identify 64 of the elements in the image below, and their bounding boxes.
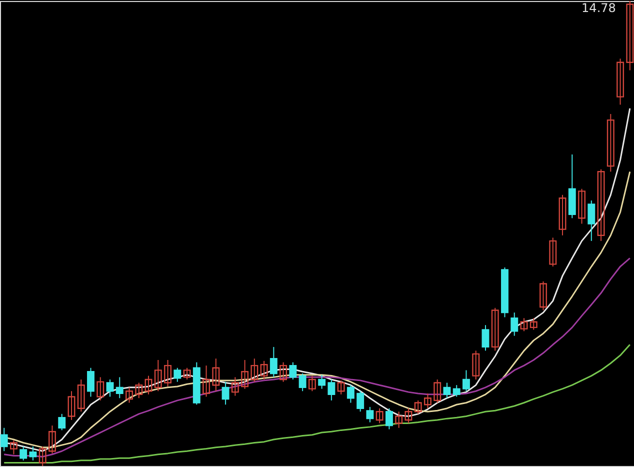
candlestick	[337, 380, 345, 395]
candlestick	[558, 194, 566, 236]
candlestick	[472, 350, 480, 380]
candlestick	[616, 58, 624, 106]
candlestick	[280, 362, 288, 382]
candlestick	[68, 390, 76, 420]
candlestick	[174, 367, 182, 382]
candlestick	[38, 446, 46, 466]
candlestick	[462, 370, 470, 392]
candlestick	[606, 113, 614, 172]
candlestick	[126, 386, 133, 404]
candlestick	[520, 318, 528, 332]
annotation: 14.78	[582, 1, 616, 15]
candlestick	[202, 365, 210, 398]
candlestick	[356, 390, 364, 412]
candlestick	[77, 379, 85, 412]
candlestick	[395, 411, 403, 428]
candlestick	[588, 200, 596, 242]
candlestick	[491, 307, 499, 352]
candlestick	[135, 382, 143, 399]
candlestick	[183, 367, 191, 380]
candlestick	[328, 379, 336, 401]
candlestick	[452, 384, 460, 398]
candlestick	[87, 367, 94, 398]
candlestick	[308, 375, 316, 392]
candlestick	[164, 359, 172, 387]
candlestick	[241, 359, 249, 390]
candlestick	[270, 346, 278, 378]
candlestick	[212, 358, 220, 392]
candlestick	[144, 375, 152, 395]
candlestick	[222, 381, 230, 406]
candlestick	[318, 374, 326, 390]
candlestick	[10, 440, 18, 455]
candlestick	[289, 362, 297, 380]
candlestick	[48, 425, 56, 454]
candlestick	[231, 376, 239, 396]
candlestick	[424, 392, 432, 409]
candlestick	[549, 237, 557, 268]
candlestick	[260, 360, 268, 380]
candlestick	[540, 280, 547, 311]
candlestick	[20, 446, 28, 461]
candlestick	[414, 400, 422, 414]
candlestick	[404, 408, 412, 424]
candlestick	[443, 382, 451, 399]
candlestick	[346, 384, 354, 404]
candlestick	[626, 0, 634, 71]
candlestick	[366, 406, 374, 423]
candlestick	[116, 376, 124, 399]
candlestick	[597, 168, 605, 242]
candlestick	[578, 188, 586, 224]
candlestick	[250, 358, 258, 382]
candlestick	[434, 379, 442, 404]
candlestick	[106, 379, 114, 398]
candlestick	[154, 359, 162, 392]
candlestick	[376, 408, 384, 424]
candlestick	[29, 446, 37, 461]
candlestick	[530, 318, 538, 330]
candlestick	[510, 312, 518, 336]
candlestick	[96, 376, 104, 401]
candlestick	[0, 427, 8, 452]
candlestick	[298, 372, 306, 392]
candlestick	[482, 324, 490, 352]
candlestick	[385, 408, 393, 430]
candlestick	[58, 413, 66, 431]
